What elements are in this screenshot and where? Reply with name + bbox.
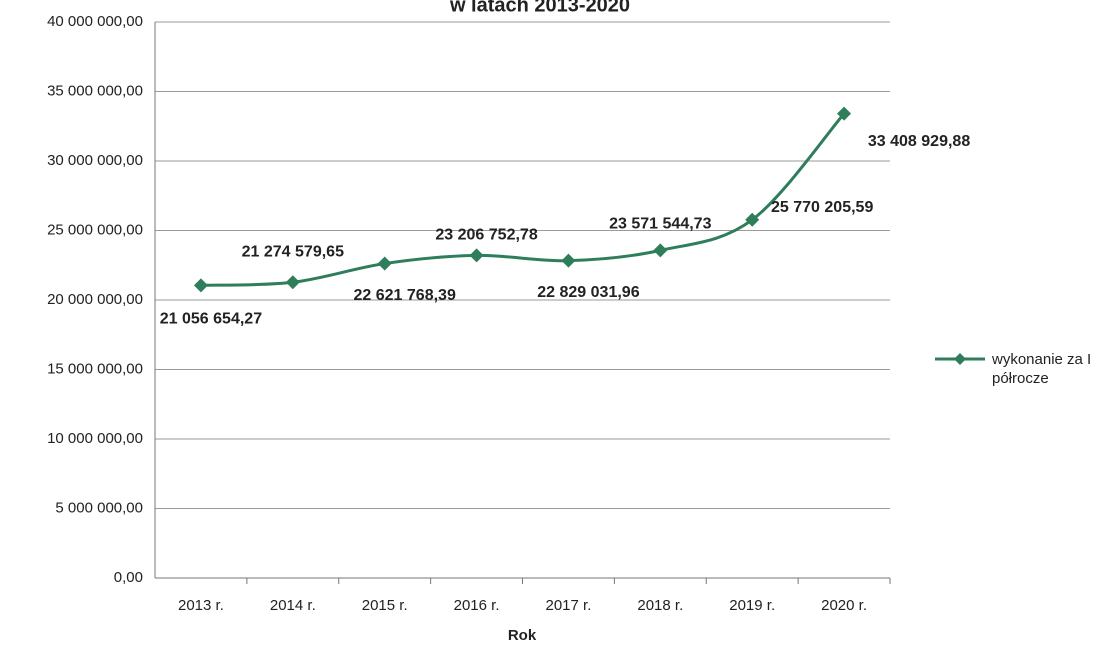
y-tick-label: 35 000 000,00 <box>47 82 143 99</box>
y-tick-label: 20 000 000,00 <box>47 291 143 308</box>
x-tick-label: 2019 r. <box>729 597 775 614</box>
data-label: 33 408 929,88 <box>868 133 970 150</box>
x-tick-label: 2014 r. <box>270 597 316 614</box>
data-point <box>653 243 668 258</box>
legend-label: wykonanie za I półrocze <box>992 351 1092 387</box>
y-tick-label: 0,00 <box>114 569 143 586</box>
y-tick-label: 5 000 000,00 <box>55 499 143 516</box>
x-axis-label: Rok <box>508 627 537 644</box>
data-label: 25 770 205,59 <box>771 199 873 216</box>
data-point <box>837 106 852 121</box>
legend-marker <box>954 353 966 365</box>
x-tick-label: 2013 r. <box>178 597 224 614</box>
data-label: 22 621 768,39 <box>354 287 456 304</box>
y-tick-label: 40 000 000,00 <box>47 13 143 30</box>
x-tick-label: 2015 r. <box>362 597 408 614</box>
x-tick-label: 2016 r. <box>454 597 500 614</box>
data-point <box>285 275 300 290</box>
y-tick-label: 10 000 000,00 <box>47 430 143 447</box>
data-point <box>377 256 392 271</box>
data-label: 21 274 579,65 <box>242 244 344 261</box>
data-label: 23 206 752,78 <box>435 227 537 244</box>
data-point <box>193 278 208 293</box>
data-label: 23 571 544,73 <box>609 216 711 233</box>
x-tick-label: 2020 r. <box>821 597 867 614</box>
y-tick-label: 15 000 000,00 <box>47 360 143 377</box>
data-point <box>469 248 484 263</box>
data-point <box>561 253 576 268</box>
x-tick-label: 2017 r. <box>546 597 592 614</box>
x-tick-label: 2018 r. <box>637 597 683 614</box>
data-point <box>745 212 760 227</box>
y-tick-label: 30 000 000,00 <box>47 152 143 169</box>
data-label: 21 056 654,27 <box>160 311 262 328</box>
data-label: 22 829 031,96 <box>537 284 639 301</box>
y-tick-label: 25 000 000,00 <box>47 221 143 238</box>
chart-title: w latach 2013-2020 <box>449 0 630 16</box>
